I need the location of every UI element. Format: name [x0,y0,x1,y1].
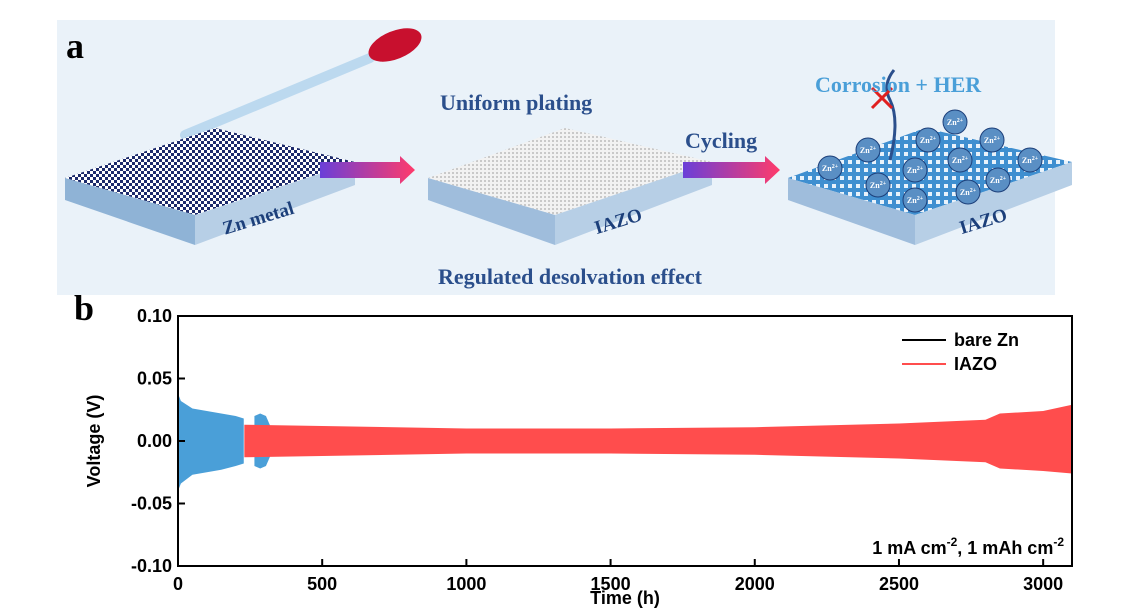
text: 2+ [970,188,977,194]
text: 2+ [917,166,924,172]
ion-label: Zn2+ [1022,156,1039,165]
ion [817,155,843,181]
arrow [683,156,780,184]
ion-label: Zn2+ [990,176,1007,185]
annotation-part: 1 mA cm [872,538,946,558]
y-tick-label: -0.10 [131,556,172,576]
text: Zn [947,118,957,127]
text: 2+ [870,146,877,152]
legend-label: bare Zn [954,330,1019,350]
x-tick-label: 2000 [735,574,775,594]
step-label: Cycling [685,128,757,153]
text: Zn [920,136,930,145]
text: 2+ [957,118,964,124]
text: 2+ [994,136,1001,142]
ion-label: Zn2+ [870,181,887,190]
annotation-part: -2 [1053,535,1064,549]
plot: -0.10 -0.05 0.00 0.05 0.10 0 500 1000 1500 2000 25… [84,306,1073,608]
x-tick-label: 500 [307,574,337,594]
ion [985,167,1011,193]
ion-label: Zn2+ [952,156,969,165]
y-tick-label: 0.00 [137,431,172,451]
ion [902,157,928,183]
ion [942,109,968,135]
slab-iazo: IAZO [428,128,712,245]
ion-label: Zn2+ [822,164,839,173]
text: Zn [907,166,917,175]
ion [855,137,881,163]
y-tick-label: -0.05 [131,494,172,514]
text: 2+ [930,136,937,142]
text: Zn [990,176,1000,185]
ion [979,127,1005,153]
text: Zn [907,196,917,205]
text: 2+ [832,164,839,170]
ion [915,127,941,153]
ion [902,187,928,213]
x-tick-label: 3000 [1023,574,1063,594]
x-tick-label: 0 [173,574,183,594]
panel-a: a H2O I2 Zn metal IAZO Uniform plating C… [57,20,1072,295]
text: Zn [860,146,870,155]
ion-label: Zn2+ [984,136,1001,145]
x-tick-label: 1000 [446,574,486,594]
y-tick-label: 0.05 [137,369,172,389]
ion [947,147,973,173]
text: Zn [870,181,880,190]
text: Zn [952,156,962,165]
x-tick-label: 1500 [591,574,631,594]
legend-label: IAZO [954,354,997,374]
text: Zn [822,164,832,173]
effect-label: Regulated desolvation effect [438,264,703,289]
ion-label: Zn2+ [960,188,977,197]
y-axis-title: Voltage (V) [84,395,104,488]
y-tick-label: 0.10 [137,306,172,326]
annotation: 1 mA cm-2, 1 mAh cm-2 [872,535,1064,558]
ions: Zn2+Zn2+Zn2+Zn2+Zn2+Zn2+Zn2+Zn2+Zn2+Zn2+… [817,109,1043,213]
text: 2+ [1000,176,1007,182]
x-axis-title: Time (h) [590,588,660,608]
annotation-part: , 1 mAh cm [957,538,1053,558]
annotation-part: -2 [947,535,958,549]
text: Zn [984,136,994,145]
voltage-band [178,393,244,491]
ion [1017,147,1043,173]
text: 2+ [962,156,969,162]
text: 2+ [880,181,887,187]
text: Zn [1022,156,1032,165]
voltage-band [244,404,1072,474]
arrow [320,156,415,184]
panel-label: b [74,288,94,328]
step-label: Uniform plating [440,90,592,115]
text: 2+ [1032,156,1039,162]
ion-label: Zn2+ [907,166,924,175]
panel-label: a [66,26,84,66]
x-tick-label: 2500 [879,574,919,594]
ion-label: Zn2+ [860,146,877,155]
ion-label: Zn2+ [947,118,964,127]
ion [865,172,891,198]
text: 2+ [917,196,924,202]
ion-label: Zn2+ [907,196,924,205]
failure-label: Corrosion + HER [815,72,982,97]
ion [955,179,981,205]
text: Zn [960,188,970,197]
ion-label: Zn2+ [920,136,937,145]
